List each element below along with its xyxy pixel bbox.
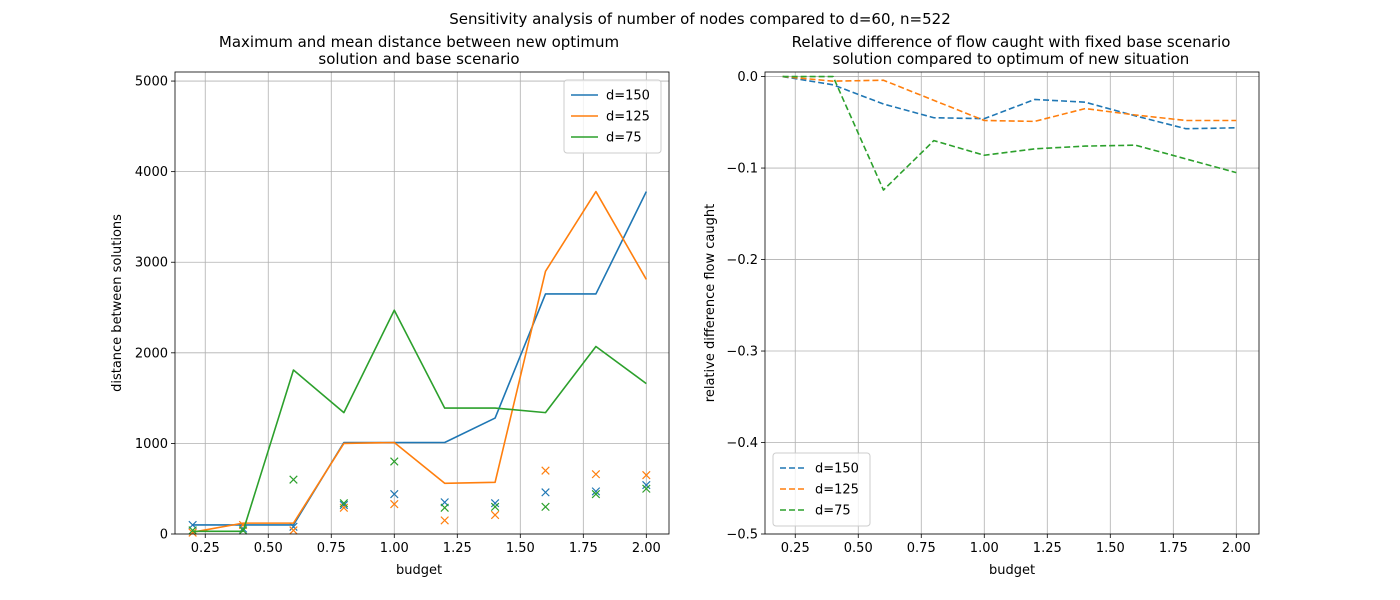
right-chart-title-line2: solution compared to optimum of new situ… (833, 50, 1190, 68)
left-chart-ytick-label: 0 (160, 528, 168, 543)
left-chart-legend-label-d125: d=125 (606, 110, 650, 125)
right-chart-xtick-label: 1.50 (1096, 541, 1125, 556)
right-chart-series-d125-line (782, 75, 1237, 123)
left-chart-series-d125-mean-marker (591, 469, 601, 479)
left-chart-series-d75-mean-marker (289, 475, 298, 484)
left-chart-frame (174, 71, 670, 535)
right-chart-ytick-label: −0.1 (726, 162, 758, 177)
left-chart-series-d75-mean-marker (541, 502, 550, 512)
figure-suptitle: Sensitivity analysis of number of nodes … (449, 10, 951, 28)
left-chart-legend-label-d75: d=75 (606, 131, 642, 146)
left-chart-ytick-label: 1000 (135, 437, 168, 452)
right-chart-ticks: 0.25 0.50 0.75 1.00 1.25 1.50 1.75 2.00 0.0 −0.1 −… (726, 70, 1250, 556)
left-chart-xlabel: budget (396, 563, 442, 578)
left-chart-series-d75-line (192, 309, 647, 533)
right-chart-xlabel: budget (989, 563, 1035, 578)
left-chart-ytick-label: 3000 (135, 256, 168, 271)
left-chart-xtick-label: 0.50 (254, 541, 283, 556)
right-chart-frame (764, 71, 1260, 535)
left-chart-series-d125-mean-marker (390, 499, 399, 509)
right-chart-xtick-label: 1.25 (1033, 541, 1062, 556)
left-chart-series-d75-mean-marker (591, 489, 601, 499)
left-chart-series-d125-mean-marker (289, 526, 298, 535)
left-chart-xtick-label: 2.00 (632, 541, 661, 556)
left-chart-ytick-label: 4000 (135, 165, 168, 180)
right-chart-ytick-label: −0.2 (726, 253, 758, 268)
left-chart-ytick-label: 5000 (135, 75, 168, 90)
left-chart-series-d150-mean-marker (541, 488, 550, 497)
right-chart-ytick-label: −0.5 (726, 528, 758, 543)
right-chart-ytick-label: 0.0 (737, 70, 758, 85)
right-chart: Relative difference of flow caught with … (703, 33, 1260, 578)
left-chart-xtick-label: 1.25 (443, 541, 472, 556)
right-chart-ylabel: relative difference flow caught (703, 204, 718, 402)
left-chart-series-d75-mean-marker (642, 484, 651, 493)
left-chart-ticks: 0.25 0.50 0.75 1.00 1.25 1.50 1.75 2.00 0 1000 200… (135, 75, 661, 556)
right-chart-ytick-label: −0.4 (726, 436, 758, 451)
right-chart-legend: d=150 d=125 d=75 (772, 452, 871, 527)
right-chart-legend-label-d150: d=150 (815, 462, 859, 477)
left-chart-series-d125-mean-marker (642, 470, 651, 480)
right-chart-xtick-label: 0.75 (907, 541, 936, 556)
right-chart-xtick-label: 0.50 (844, 541, 873, 556)
left-chart-series-d150-mean-marker (289, 522, 298, 531)
right-chart-series-d75-line (782, 75, 1237, 191)
left-chart-series-d150-line (192, 191, 648, 526)
right-chart-xtick-label: 1.00 (970, 541, 999, 556)
left-chart-series-d150-mean-marker (339, 500, 349, 510)
right-chart-series-d150-line (782, 75, 1237, 130)
left-chart-xtick-label: 1.75 (569, 541, 598, 556)
left-chart-series-d150-mean-marker (390, 489, 399, 499)
left-chart-series-d75-mean-marker (238, 526, 248, 535)
left-chart-series-d75-mean-marker (390, 457, 399, 466)
left-chart-series-d125-line (192, 190, 648, 533)
left-chart-series-d75-mean-marker (188, 526, 197, 535)
left-chart-series-d75-mean-marker (339, 498, 349, 508)
left-chart-data (188, 190, 651, 537)
right-chart-xtick-label: 0.25 (781, 541, 810, 556)
left-chart-title-line1: Maximum and mean distance between new op… (219, 33, 619, 51)
left-chart-series-d125-mean-marker (440, 516, 449, 525)
right-chart-legend-label-d125: d=125 (815, 483, 859, 498)
left-chart-title-line2: solution and base scenario (318, 50, 519, 68)
left-chart-xtick-label: 1.50 (506, 541, 535, 556)
left-chart-xtick-label: 0.25 (191, 541, 220, 556)
right-chart-xtick-label: 2.00 (1222, 541, 1251, 556)
left-chart-series-d150-mean-marker (490, 498, 500, 508)
right-chart-title-line1: Relative difference of flow caught with … (792, 33, 1231, 51)
left-chart-series-d150-mean-marker (642, 480, 651, 490)
right-chart-data (782, 75, 1237, 191)
left-chart: Maximum and mean distance between new op… (110, 33, 670, 578)
left-chart-series-d125-mean-marker (541, 466, 550, 475)
right-chart-legend-label-d75: d=75 (815, 504, 851, 519)
left-chart-xtick-label: 1.00 (380, 541, 409, 556)
right-chart-ytick-label: −0.3 (726, 345, 758, 360)
right-chart-legend-box (772, 452, 871, 527)
left-chart-legend-box (563, 79, 662, 154)
left-chart-ylabel: distance between solutions (110, 214, 125, 392)
left-chart-legend: d=150 d=125 d=75 (563, 79, 662, 154)
left-chart-series-d150-mean-marker (591, 487, 601, 496)
left-chart-legend-label-d150: d=150 (606, 89, 650, 104)
left-chart-series-d75-mean-marker (490, 502, 500, 512)
left-chart-series-d125-mean-marker (188, 528, 197, 537)
left-chart-series-d125-mean-marker (490, 510, 500, 520)
left-chart-xtick-label: 0.75 (317, 541, 346, 556)
right-chart-xtick-label: 1.75 (1159, 541, 1188, 556)
left-chart-ytick-label: 2000 (135, 346, 168, 361)
left-chart-series-d75-mean-marker (440, 503, 449, 512)
